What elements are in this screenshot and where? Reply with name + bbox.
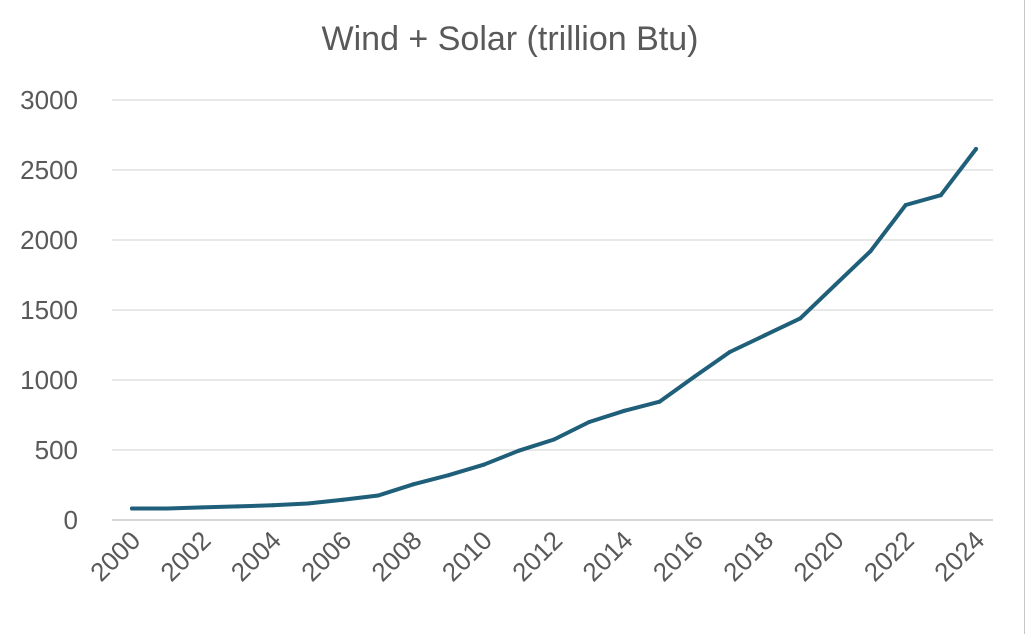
x-tick-label: 2022 bbox=[858, 525, 920, 587]
data-point bbox=[587, 420, 592, 424]
x-tick-label: 2004 bbox=[225, 525, 287, 587]
data-point bbox=[622, 408, 627, 413]
x-tick-label: 2008 bbox=[365, 525, 427, 587]
y-tick-label: 500 bbox=[35, 435, 78, 465]
chart-title: Wind + Solar (trillion Btu) bbox=[322, 20, 699, 58]
data-point bbox=[305, 501, 310, 506]
data-point bbox=[376, 493, 381, 498]
y-tick-label: 3000 bbox=[20, 85, 78, 115]
x-tick-label: 2016 bbox=[647, 525, 709, 587]
data-point bbox=[200, 505, 205, 510]
data-point bbox=[130, 506, 134, 511]
y-tick-label: 1500 bbox=[20, 295, 78, 325]
data-point bbox=[833, 282, 838, 287]
data-point bbox=[974, 147, 978, 151]
data-point bbox=[552, 437, 556, 442]
data-point bbox=[903, 203, 908, 207]
data-point bbox=[446, 473, 451, 478]
data-point bbox=[516, 448, 521, 453]
data-point bbox=[692, 374, 697, 379]
data-point bbox=[341, 497, 345, 502]
y-tick-label: 1000 bbox=[20, 365, 78, 395]
x-axis-ticks: 2000 2002 2004 2006 2008 2010 2012 2014 2016 2018… bbox=[84, 525, 990, 587]
y-tick-label: 2000 bbox=[20, 225, 78, 255]
data-point bbox=[763, 333, 767, 338]
x-tick-label: 2024 bbox=[928, 525, 990, 587]
data-point bbox=[938, 193, 943, 198]
frame-edge bbox=[1024, 0, 1025, 634]
x-tick-label: 2012 bbox=[506, 525, 568, 587]
gridlines bbox=[112, 99, 993, 521]
data-point bbox=[235, 504, 240, 509]
x-tick-label: 2020 bbox=[787, 525, 849, 587]
x-tick-label: 2000 bbox=[84, 525, 146, 587]
y-tick-label: 2500 bbox=[20, 155, 78, 185]
x-tick-label: 2014 bbox=[576, 525, 638, 587]
y-tick-label: 0 bbox=[64, 505, 78, 535]
x-tick-label: 2006 bbox=[295, 525, 357, 587]
data-point bbox=[798, 316, 803, 321]
y-axis-ticks: 0 500 1000 1500 2000 2500 3000 bbox=[20, 85, 78, 535]
data-point bbox=[165, 506, 170, 511]
data-point bbox=[270, 503, 275, 508]
data-point bbox=[657, 399, 662, 404]
x-tick-label: 2002 bbox=[154, 525, 216, 587]
series-layer bbox=[130, 147, 978, 511]
data-point bbox=[411, 482, 416, 487]
data-point bbox=[868, 249, 873, 254]
data-point bbox=[727, 350, 732, 354]
x-tick-label: 2010 bbox=[436, 525, 498, 587]
data-point bbox=[481, 462, 486, 467]
x-tick-label: 2018 bbox=[717, 525, 779, 587]
series-line bbox=[130, 147, 978, 511]
